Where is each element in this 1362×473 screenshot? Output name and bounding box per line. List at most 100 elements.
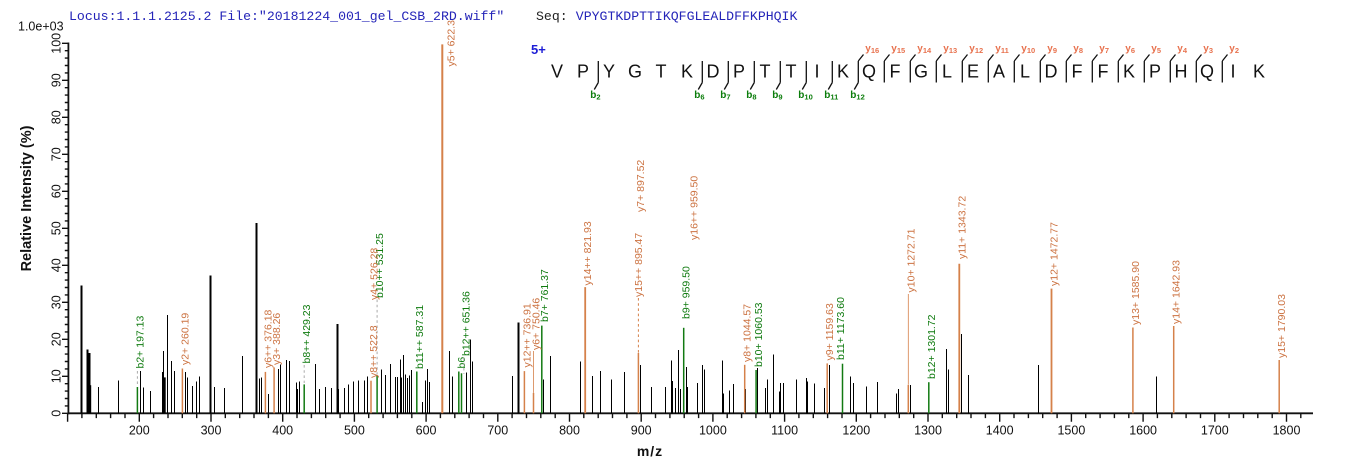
svg-text:E: E	[967, 62, 979, 82]
svg-text:b11++ 587.31: b11++ 587.31	[414, 305, 426, 369]
svg-text:70: 70	[50, 147, 64, 161]
svg-text:y15++ 895.47: y15++ 895.47	[633, 233, 645, 297]
svg-text:y12: y12	[969, 44, 983, 56]
svg-text:100: 100	[50, 33, 64, 54]
svg-text:40: 40	[50, 258, 64, 272]
svg-text:y8+ 1044.57: y8+ 1044.57	[742, 304, 754, 362]
svg-text:800: 800	[559, 424, 580, 438]
svg-text:V: V	[551, 62, 563, 82]
svg-text:Q: Q	[862, 62, 876, 82]
svg-text:P: P	[577, 62, 589, 82]
svg-text:y16++ 959.50: y16++ 959.50	[689, 176, 701, 240]
svg-text:y3+ 388.26: y3+ 388.26	[271, 313, 283, 365]
svg-text:Seq:: Seq:	[536, 9, 568, 24]
svg-text:b6: b6	[694, 90, 704, 102]
svg-text:y5+ 622.3: y5+ 622.3	[445, 20, 457, 67]
svg-text:y6+ 750.46: y6+ 750.46	[531, 298, 543, 350]
svg-text:y10: y10	[1021, 44, 1035, 56]
svg-text:y3: y3	[1203, 44, 1213, 56]
svg-text:80: 80	[50, 110, 64, 124]
svg-text:b10++ 531.25: b10++ 531.25	[374, 233, 386, 298]
svg-text:y12+ 1472.77: y12+ 1472.77	[1049, 222, 1061, 286]
svg-text:K: K	[681, 62, 693, 82]
svg-text:I: I	[1230, 62, 1235, 82]
svg-text:500: 500	[344, 424, 365, 438]
svg-text:b8: b8	[746, 90, 756, 102]
svg-text:y2+ 260.19: y2+ 260.19	[179, 313, 191, 365]
svg-text:50: 50	[50, 221, 64, 235]
svg-text:30: 30	[50, 295, 64, 309]
svg-text:1600: 1600	[1129, 424, 1157, 438]
svg-text:b10: b10	[798, 90, 812, 102]
svg-text:1100: 1100	[771, 424, 798, 438]
svg-text:VPYGTKDPTTIKQFGLEALDFFKPHQIK: VPYGTKDPTTIKQFGLEALDFFKPHQIK	[576, 9, 798, 24]
svg-text:m/z: m/z	[637, 443, 663, 459]
svg-text:T: T	[656, 62, 667, 82]
svg-text:y9+ 1159.63: y9+ 1159.63	[824, 303, 836, 360]
svg-text:b2: b2	[590, 90, 600, 102]
svg-text:20: 20	[50, 332, 64, 346]
svg-text:K: K	[1253, 62, 1265, 82]
svg-text:1800: 1800	[1273, 424, 1301, 438]
svg-text:700: 700	[487, 424, 508, 438]
svg-text:T: T	[760, 62, 771, 82]
svg-text:Relative Intensity (%): Relative Intensity (%)	[19, 125, 35, 271]
svg-text:400: 400	[272, 424, 293, 438]
svg-text:P: P	[733, 62, 745, 82]
svg-text:1300: 1300	[914, 424, 942, 438]
svg-text:y6++ 376.18: y6++ 376.18	[262, 309, 274, 368]
svg-text:10: 10	[50, 369, 64, 383]
svg-text:K: K	[837, 62, 849, 82]
svg-text:y14++ 821.93: y14++ 821.93	[582, 221, 594, 285]
svg-text:y10+ 1272.71: y10+ 1272.71	[905, 228, 917, 292]
svg-text:y12++ 736.91: y12++ 736.91	[521, 303, 533, 367]
svg-text:90: 90	[50, 73, 64, 87]
svg-text:y13+ 1585.90: y13+ 1585.90	[1130, 261, 1142, 325]
svg-text:y2: y2	[1229, 44, 1239, 56]
svg-text:L: L	[1020, 62, 1030, 82]
svg-text:1200: 1200	[842, 424, 870, 438]
svg-text:P: P	[1149, 62, 1161, 82]
svg-text:y7+ 897.52: y7+ 897.52	[635, 160, 647, 212]
svg-text:b7: b7	[720, 90, 730, 102]
svg-text:y4: y4	[1177, 44, 1188, 56]
svg-text:H: H	[1175, 62, 1188, 82]
svg-text:y15+ 1790.03: y15+ 1790.03	[1276, 294, 1288, 358]
svg-text:900: 900	[631, 424, 652, 438]
svg-text:1700: 1700	[1201, 424, 1229, 438]
svg-text:G: G	[914, 62, 928, 82]
svg-text:b12+ 1301.72: b12+ 1301.72	[926, 314, 938, 379]
svg-text:y8++ 522.8: y8++ 522.8	[368, 325, 380, 378]
svg-text:b12++ 651.36: b12++ 651.36	[461, 291, 473, 356]
svg-text:1000: 1000	[699, 424, 727, 438]
svg-text:F: F	[1098, 62, 1109, 82]
svg-text:y5: y5	[1151, 44, 1161, 56]
svg-text:b6: b6	[456, 357, 468, 369]
svg-text:L: L	[942, 62, 952, 82]
svg-text:y7: y7	[1099, 44, 1109, 56]
svg-text:600: 600	[416, 424, 437, 438]
svg-text:K: K	[1123, 62, 1135, 82]
svg-text:y16: y16	[865, 44, 879, 56]
svg-text:y9: y9	[1047, 44, 1057, 56]
svg-text:b9: b9	[772, 90, 782, 102]
svg-text:D: D	[1045, 62, 1058, 82]
svg-text:T: T	[786, 62, 797, 82]
svg-text:b9+ 959.50: b9+ 959.50	[681, 266, 693, 319]
svg-text:y15: y15	[891, 44, 905, 56]
svg-text:y8: y8	[1073, 44, 1083, 56]
svg-text:y11+ 1343.72: y11+ 1343.72	[956, 196, 968, 259]
svg-text:b8++ 429.23: b8++ 429.23	[301, 304, 313, 363]
svg-text:1.0e+03: 1.0e+03	[18, 20, 64, 34]
svg-text:y4+ 526.28: y4+ 526.28	[368, 248, 380, 300]
svg-text:y13: y13	[943, 44, 957, 56]
svg-text:G: G	[628, 62, 642, 82]
svg-text:F: F	[1072, 62, 1083, 82]
svg-text:200: 200	[129, 424, 150, 438]
svg-text:y11: y11	[995, 44, 1009, 56]
svg-text:60: 60	[50, 184, 64, 198]
svg-text:b12: b12	[850, 90, 864, 102]
svg-text:b10+ 1060.53: b10+ 1060.53	[753, 302, 765, 367]
svg-text:y14: y14	[917, 44, 932, 56]
svg-text:D: D	[707, 62, 720, 82]
